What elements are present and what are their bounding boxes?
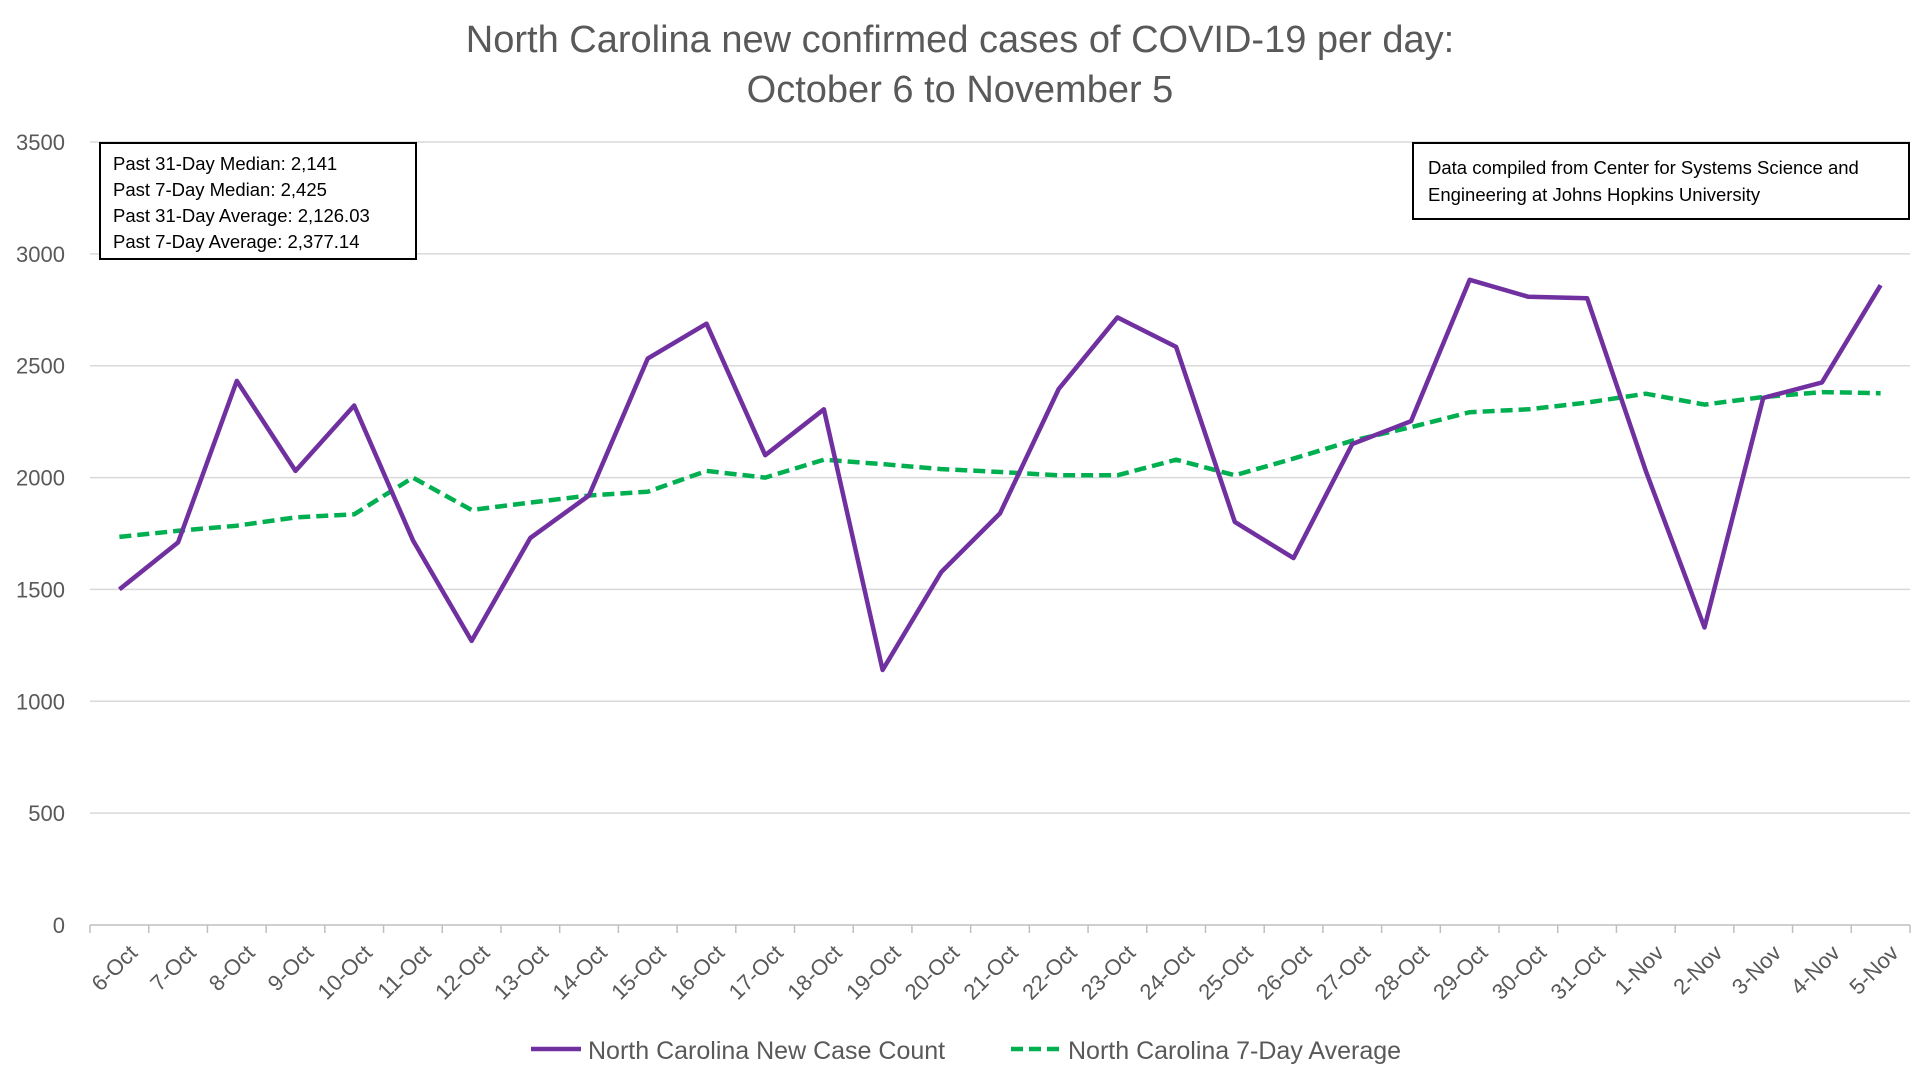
series-line-7-day-average: [119, 389, 1881, 540]
stat-7-day-median: Past 7-Day Median: 2,425: [113, 179, 327, 200]
x-tick-label: 12-Oct: [430, 940, 494, 1004]
y-axis-tick-labels: 0 500 1000 1500 2000 2500 3000 3500: [16, 130, 65, 938]
x-tick-label: 30-Oct: [1487, 940, 1551, 1004]
series-lines: [117, 277, 1883, 673]
x-tick-label: 18-Oct: [782, 940, 846, 1004]
stat-31-day-average: Past 31-Day Average: 2,126.03: [113, 205, 370, 226]
legend-label: North Carolina New Case Count: [588, 1037, 945, 1065]
x-tick-label: 15-Oct: [606, 940, 670, 1004]
x-tick-label: 14-Oct: [548, 940, 612, 1004]
y-tick-label: 2000: [16, 466, 65, 491]
y-tick-label: 3500: [16, 130, 65, 155]
legend-label: North Carolina 7-Day Average: [1068, 1037, 1401, 1065]
x-tick-label: 3-Nov: [1727, 940, 1786, 999]
x-tick-label: 26-Oct: [1252, 940, 1316, 1004]
chart-subtitle: October 6 to November 5: [747, 69, 1174, 111]
x-tick-label: 2-Nov: [1668, 940, 1727, 999]
x-tick-label: 20-Oct: [900, 940, 964, 1004]
x-tick-label: 5-Nov: [1844, 940, 1903, 999]
x-tick-label: 31-Oct: [1546, 940, 1610, 1004]
x-tick-label: 6-Oct: [86, 940, 142, 996]
y-tick-label: 2500: [16, 354, 65, 379]
legend: North Carolina New Case Count North Carol…: [531, 1037, 1401, 1065]
x-tick-label: 11-Oct: [373, 940, 436, 1003]
source-note-line-1: Data compiled from Center for Systems Sc…: [1428, 157, 1859, 178]
x-tick-label: 29-Oct: [1428, 940, 1492, 1004]
x-tick-label: 28-Oct: [1369, 940, 1433, 1004]
x-tick-label: 13-Oct: [489, 940, 553, 1004]
x-tick-label: 4-Nov: [1786, 940, 1845, 999]
x-tick-label: 1-Nov: [1609, 940, 1668, 999]
x-axis: [89, 924, 1911, 933]
y-tick-label: 3000: [16, 242, 65, 267]
x-tick-label: 10-Oct: [313, 940, 377, 1004]
x-tick-label: 22-Oct: [1017, 940, 1081, 1004]
legend-item-7-day-average: North Carolina 7-Day Average: [1011, 1037, 1401, 1065]
y-tick-label: 500: [28, 801, 65, 826]
y-tick-label: 1000: [16, 689, 65, 714]
data-source-note: Data compiled from Center for Systems Sc…: [1412, 142, 1910, 220]
x-tick-label: 25-Oct: [1193, 940, 1257, 1004]
stat-31-day-median: Past 31-Day Median: 2,141: [113, 153, 338, 174]
summary-stats-box: Past 31-Day Median: 2,141 Past 7-Day Med…: [99, 142, 417, 260]
x-tick-label: 16-Oct: [665, 940, 729, 1004]
x-tick-label: 9-Oct: [263, 940, 319, 996]
x-tick-label: 8-Oct: [204, 940, 260, 996]
y-tick-label: 1500: [16, 577, 65, 602]
x-tick-label: 27-Oct: [1311, 940, 1375, 1004]
stat-7-day-average: Past 7-Day Average: 2,377.14: [113, 231, 360, 252]
x-tick-label: 7-Oct: [145, 940, 201, 996]
x-axis-tick-labels: 6-Oct 7-Oct 8-Oct 9-Oct10-Oct11-Oct12-Oct13…: [86, 940, 1903, 1004]
x-tick-label: 23-Oct: [1076, 940, 1140, 1004]
x-tick-label: 24-Oct: [1135, 940, 1199, 1004]
x-tick-label: 19-Oct: [841, 940, 905, 1004]
legend-item-new-case-count: North Carolina New Case Count: [531, 1037, 945, 1065]
y-tick-label: 0: [53, 913, 65, 938]
x-tick-label: 17-Oct: [724, 940, 788, 1004]
chart-title: North Carolina new confirmed cases of CO…: [466, 19, 1454, 61]
series-line-new-case-count: [117, 277, 1883, 673]
source-note-line-2: Engineering at Johns Hopkins University: [1428, 184, 1761, 205]
x-tick-label: 21-Oct: [958, 940, 1022, 1004]
